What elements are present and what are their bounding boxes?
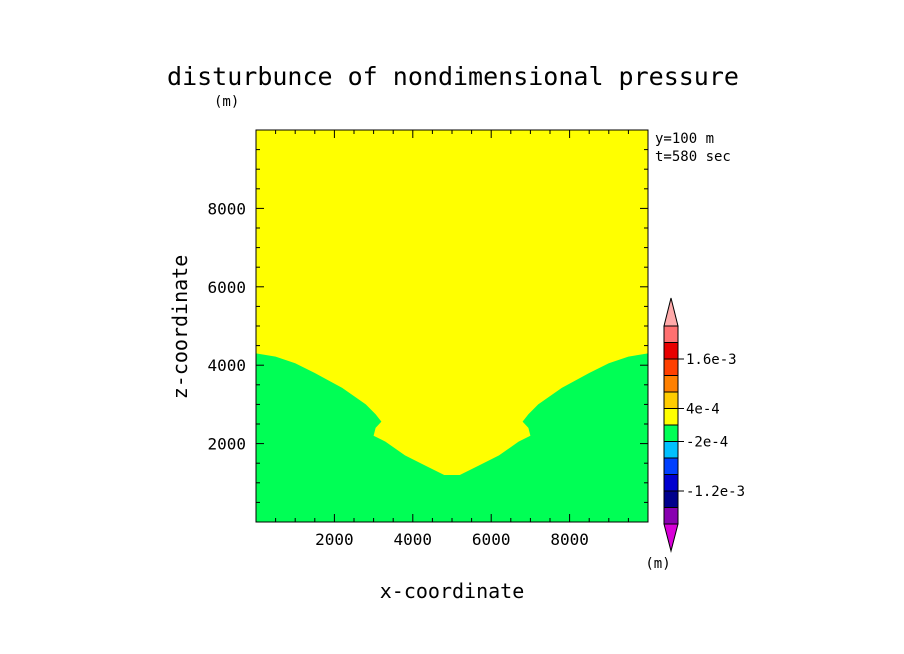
x-tick-label: 8000 [550,530,589,549]
colorbar-box [663,325,679,343]
colorbar-box [663,342,679,360]
colorbar-box [663,375,679,393]
x-tick-label: 6000 [472,530,511,549]
colorbar-tick-label: -1.2e-3 [686,484,745,500]
colorbar-box [663,441,679,459]
colorbar-tick-label: -2e-4 [686,435,728,451]
y-tick-label: 8000 [207,199,246,218]
colorbar-box [663,490,679,508]
colorbar-extension-low [663,523,679,553]
colorbar-box [663,424,679,442]
annotation-t: t=580 sec [655,149,731,165]
colorbar-box [663,457,679,475]
y-tick-label: 4000 [207,356,246,375]
y-axis-title: z-coordinate [168,255,192,400]
colorbar-extension-high [663,297,679,327]
x-tick-label: 2000 [315,530,354,549]
colorbar-box [663,408,679,426]
colorbar-tick-label: 1.6e-3 [686,352,737,368]
plot-area: 2000 4000 6000 8000 2000 4000 6000 8000 [207,129,649,549]
x-tick-label: 4000 [394,530,433,549]
colorbar: 1.6e-3 4e-4 -2e-4 -1.2e-3 [663,297,745,553]
y-tick-label: 6000 [207,278,246,297]
colorbar-box [663,391,679,409]
colorbar-box [663,358,679,376]
colorbar-tick-label: 4e-4 [686,402,720,418]
x-axis-title: x-coordinate [380,579,525,603]
chart-title: disturbunce of nondimensional pressure [167,62,739,91]
colorbar-box [663,474,679,492]
colorbar-box [663,507,679,525]
contour-region-lower [256,353,648,522]
colorbar-unit: (m) [645,556,670,572]
y-tick-label: 2000 [207,435,246,454]
y-unit-label: (m) [214,94,239,110]
annotation-y: y=100 m [655,131,714,147]
